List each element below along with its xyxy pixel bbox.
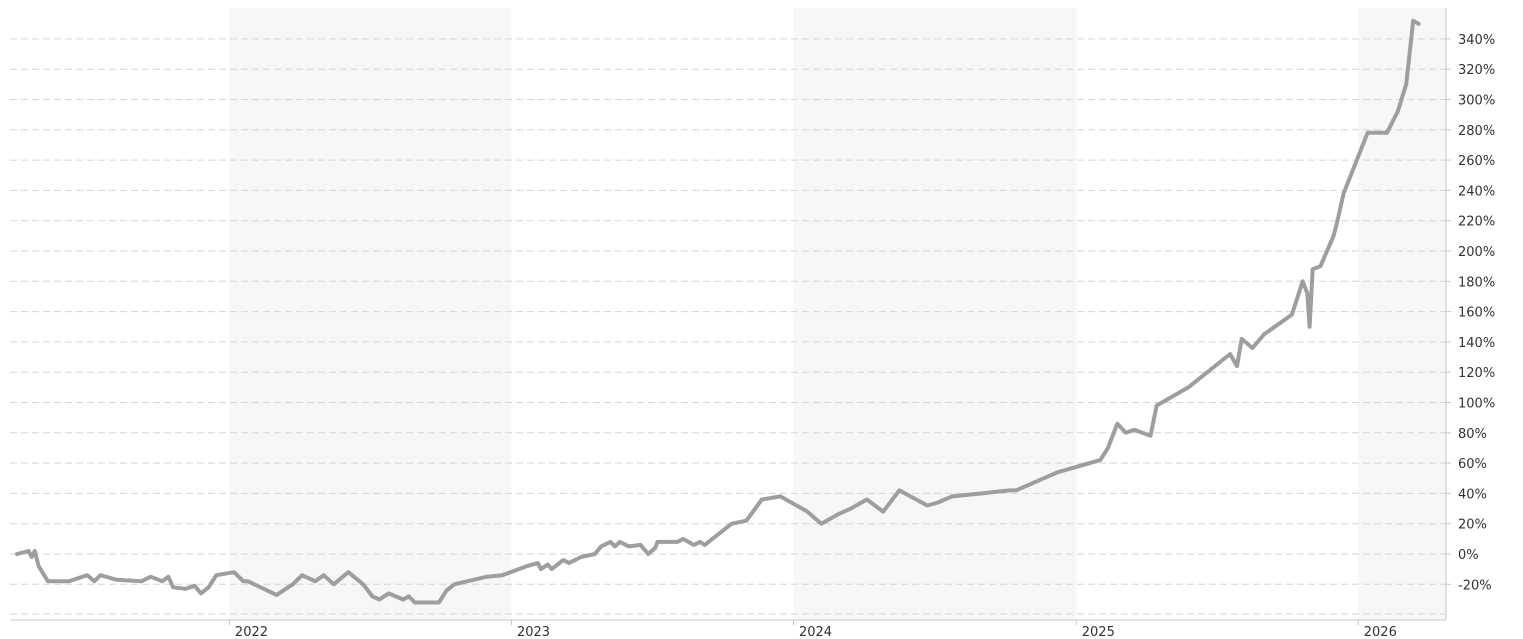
y-tick-label: 120% xyxy=(1458,366,1495,381)
y-tick-label: -20% xyxy=(1458,578,1492,593)
year-band-2024 xyxy=(793,8,1077,620)
y-tick-label: 140% xyxy=(1458,336,1495,351)
y-tick-label: 160% xyxy=(1458,306,1495,321)
year-shading-bands xyxy=(229,8,1446,620)
x-axis-ticks: 2022 2023 2024 2025 2026 xyxy=(228,620,1397,639)
horizontal-gridlines xyxy=(10,38,1446,615)
y-tick-label: 60% xyxy=(1458,457,1487,472)
y-tick-label: 300% xyxy=(1458,94,1495,109)
series-line-0 xyxy=(15,18,1421,605)
y-tick-label: 200% xyxy=(1458,245,1495,260)
y-tick-label: 260% xyxy=(1458,154,1495,169)
y-axis-ticks: -20% 0% 20% 40% 60% 80% 100% 120% 140% 160% 180% 20… xyxy=(1446,33,1495,593)
y-tick-label: 180% xyxy=(1458,275,1495,290)
year-band-2022 xyxy=(229,8,512,620)
y-tick-label: 20% xyxy=(1458,518,1487,533)
year-band-2026 xyxy=(1358,8,1446,620)
y-tick-label: 240% xyxy=(1458,184,1495,199)
y-tick-label: 80% xyxy=(1458,427,1487,442)
x-tick-label: 2025 xyxy=(1082,625,1115,639)
y-tick-label: 40% xyxy=(1458,487,1487,502)
x-tick-label: 2024 xyxy=(799,625,832,639)
x-tick-label: 2023 xyxy=(517,625,550,639)
y-tick-label: 220% xyxy=(1458,215,1495,230)
y-tick-label: 340% xyxy=(1458,33,1495,48)
series-group xyxy=(15,18,1421,605)
y-tick-label: 320% xyxy=(1458,63,1495,78)
x-tick-label: 2022 xyxy=(235,625,268,639)
x-tick-label: 2026 xyxy=(1364,625,1397,639)
y-tick-label: 100% xyxy=(1458,397,1495,412)
y-tick-label: 0% xyxy=(1458,548,1479,563)
y-tick-label: 280% xyxy=(1458,124,1495,139)
